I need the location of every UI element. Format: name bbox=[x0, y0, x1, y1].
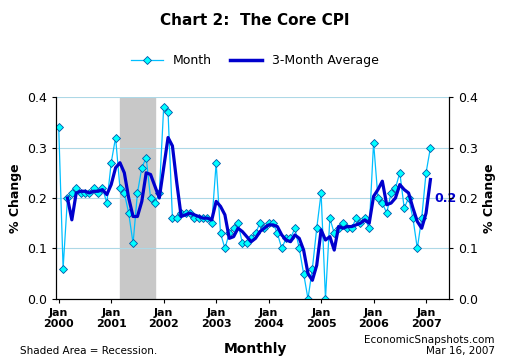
Text: Shaded Area = Recession.: Shaded Area = Recession. bbox=[20, 346, 157, 356]
Text: EconomicSnapshots.com
Mar 16, 2007: EconomicSnapshots.com Mar 16, 2007 bbox=[363, 335, 494, 356]
Text: Monthly: Monthly bbox=[223, 342, 286, 356]
Month bbox=[64, 196, 70, 200]
Month bbox=[55, 125, 62, 130]
Month bbox=[73, 186, 79, 190]
3-Month Average bbox=[64, 196, 70, 200]
Month bbox=[348, 226, 354, 230]
3-Month Average bbox=[427, 177, 433, 182]
Month bbox=[95, 191, 101, 195]
Line: 3-Month Average: 3-Month Average bbox=[67, 138, 430, 280]
Text: 0.2: 0.2 bbox=[434, 192, 456, 204]
Bar bbox=[120, 97, 155, 299]
Line: Month: Month bbox=[55, 104, 433, 302]
3-Month Average bbox=[370, 194, 376, 198]
Month bbox=[239, 241, 245, 246]
Month bbox=[304, 297, 310, 301]
Legend: Month, 3-Month Average: Month, 3-Month Average bbox=[126, 49, 383, 72]
Text: Chart 2:  The Core CPI: Chart 2: The Core CPI bbox=[160, 13, 349, 28]
Month bbox=[379, 201, 385, 205]
3-Month Average bbox=[235, 226, 241, 230]
Y-axis label: % Change: % Change bbox=[483, 163, 495, 233]
3-Month Average bbox=[339, 226, 345, 230]
Month bbox=[427, 145, 433, 150]
Y-axis label: % Change: % Change bbox=[9, 163, 21, 233]
3-Month Average bbox=[73, 191, 79, 195]
3-Month Average bbox=[95, 189, 101, 193]
Month bbox=[160, 105, 166, 109]
